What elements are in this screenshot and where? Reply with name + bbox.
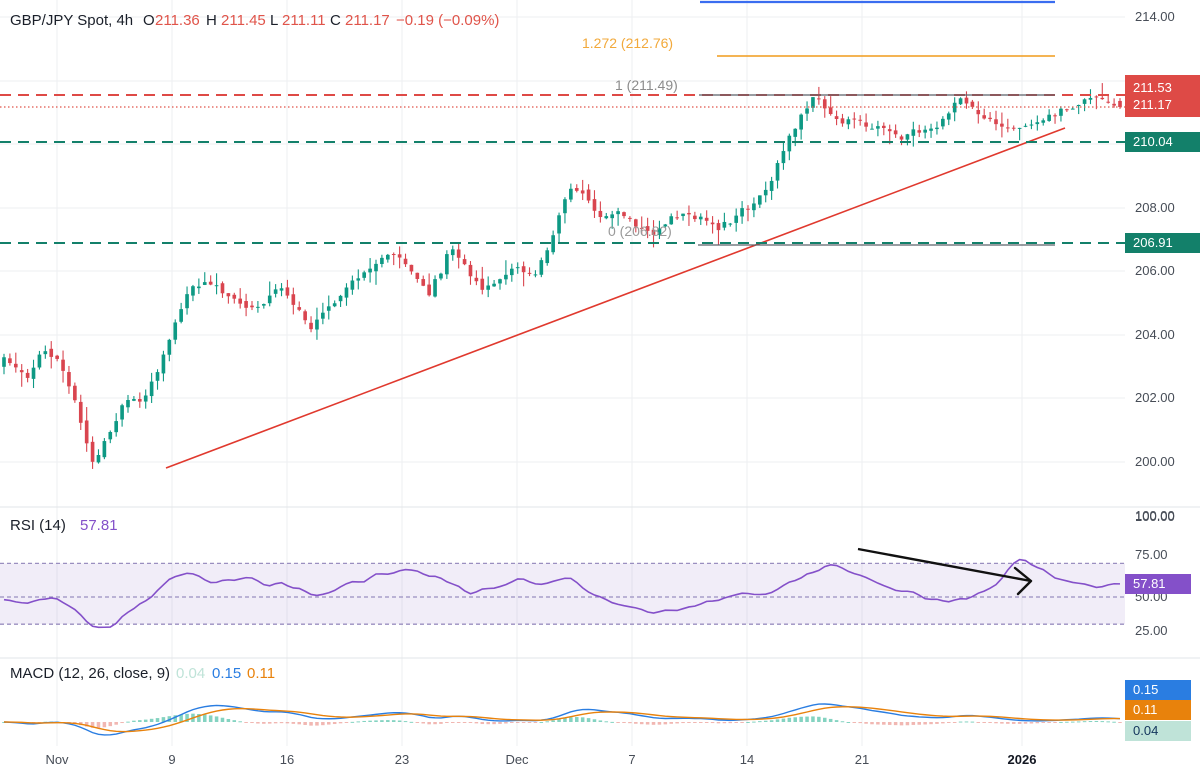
- svg-text:214.00: 214.00: [1135, 9, 1175, 24]
- svg-text:GBP/JPY Spot, 4h: GBP/JPY Spot, 4h: [10, 12, 133, 29]
- svg-text:0.04: 0.04: [1133, 723, 1158, 738]
- svg-text:−0.19 (−0.09%): −0.19 (−0.09%): [396, 12, 499, 29]
- svg-text:1 (211.49): 1 (211.49): [615, 77, 678, 93]
- svg-text:1.272 (212.76): 1.272 (212.76): [582, 35, 673, 51]
- svg-text:21: 21: [855, 752, 869, 767]
- svg-text:0.11: 0.11: [247, 665, 275, 682]
- svg-text:211.36: 211.36: [155, 12, 200, 29]
- svg-text:57.81: 57.81: [80, 517, 118, 534]
- svg-text:0.04: 0.04: [176, 665, 205, 682]
- svg-text:H: H: [206, 12, 217, 29]
- svg-text:211.53: 211.53: [1133, 80, 1172, 95]
- svg-text:202.00: 202.00: [1135, 390, 1175, 405]
- svg-text:200.00: 200.00: [1135, 454, 1175, 469]
- svg-text:206.91: 206.91: [1133, 235, 1173, 250]
- svg-text:0.15: 0.15: [1133, 682, 1158, 697]
- svg-text:Nov: Nov: [45, 752, 69, 767]
- svg-text:O: O: [143, 12, 155, 29]
- svg-text:211.45: 211.45: [221, 12, 266, 29]
- svg-text:16: 16: [280, 752, 294, 767]
- svg-text:9: 9: [168, 752, 175, 767]
- svg-text:Dec: Dec: [505, 752, 529, 767]
- svg-text:208.00: 208.00: [1135, 200, 1175, 215]
- svg-text:2026: 2026: [1008, 752, 1037, 767]
- svg-text:75.00: 75.00: [1135, 547, 1168, 562]
- svg-text:RSI (14): RSI (14): [10, 517, 66, 534]
- svg-text:210.04: 210.04: [1133, 134, 1173, 149]
- svg-text:211.17: 211.17: [1133, 97, 1172, 112]
- svg-text:23: 23: [395, 752, 409, 767]
- svg-text:211.11: 211.11: [282, 12, 326, 29]
- svg-text:206.00: 206.00: [1135, 263, 1175, 278]
- svg-text:L: L: [270, 12, 278, 29]
- svg-text:C: C: [330, 12, 341, 29]
- svg-text:0.15: 0.15: [212, 665, 241, 682]
- svg-text:211.17: 211.17: [345, 12, 390, 29]
- svg-text:0 (206.82): 0 (206.82): [608, 223, 672, 239]
- svg-text:100.00: 100.00: [1135, 508, 1175, 523]
- svg-text:MACD (12, 26, close, 9): MACD (12, 26, close, 9): [10, 665, 170, 682]
- svg-text:0.11: 0.11: [1133, 702, 1157, 717]
- svg-text:57.81: 57.81: [1133, 576, 1166, 591]
- svg-text:204.00: 204.00: [1135, 327, 1175, 342]
- svg-text:14: 14: [740, 752, 754, 767]
- svg-text:7: 7: [628, 752, 635, 767]
- svg-text:25.00: 25.00: [1135, 623, 1168, 638]
